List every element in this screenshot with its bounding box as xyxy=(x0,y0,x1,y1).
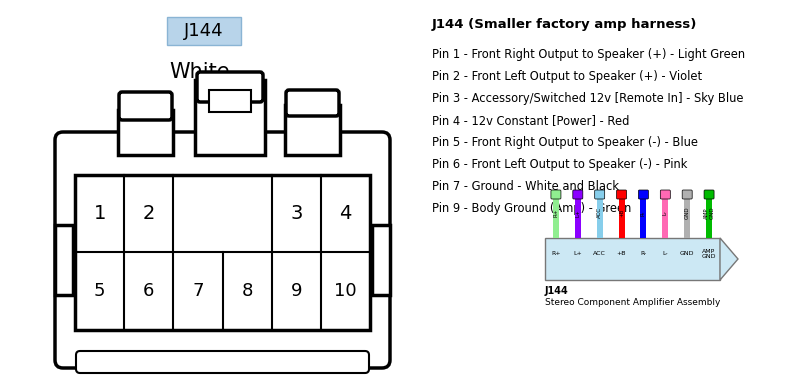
Text: Stereo Component Amplifier Assembly: Stereo Component Amplifier Assembly xyxy=(545,298,720,307)
FancyBboxPatch shape xyxy=(704,190,714,199)
FancyBboxPatch shape xyxy=(286,90,339,116)
Bar xyxy=(706,196,712,238)
Bar xyxy=(75,175,370,330)
Text: +B: +B xyxy=(617,252,626,257)
Text: L-: L- xyxy=(663,211,668,215)
Bar xyxy=(55,225,73,295)
Bar xyxy=(209,90,251,112)
Text: AMP
GND: AMP GND xyxy=(704,207,714,219)
Bar xyxy=(195,80,265,155)
FancyBboxPatch shape xyxy=(55,132,390,368)
Text: 9: 9 xyxy=(290,282,302,300)
FancyBboxPatch shape xyxy=(167,17,241,45)
Text: ACC: ACC xyxy=(594,252,606,257)
Text: AMP
GND: AMP GND xyxy=(702,248,716,259)
Text: Pin 2 - Front Left Output to Speaker (+) - Violet: Pin 2 - Front Left Output to Speaker (+)… xyxy=(432,70,702,83)
Text: White: White xyxy=(170,62,230,82)
Text: R-: R- xyxy=(641,210,646,216)
Text: +B: +B xyxy=(619,209,624,217)
Bar xyxy=(118,110,173,155)
Text: 7: 7 xyxy=(192,282,204,300)
Text: GND: GND xyxy=(680,252,694,257)
Text: Pin 5 - Front Right Output to Speaker (-) - Blue: Pin 5 - Front Right Output to Speaker (-… xyxy=(432,136,698,149)
Text: GND: GND xyxy=(685,207,690,219)
Text: Pin 1 - Front Right Output to Speaker (+) - Light Green: Pin 1 - Front Right Output to Speaker (+… xyxy=(432,48,745,61)
Bar xyxy=(285,105,340,155)
Text: L+: L+ xyxy=(575,209,580,217)
Bar xyxy=(618,196,625,238)
Text: J144: J144 xyxy=(184,22,224,40)
Bar xyxy=(553,196,559,238)
Text: L+: L+ xyxy=(574,252,582,257)
Polygon shape xyxy=(720,238,738,280)
Text: ACC: ACC xyxy=(597,207,602,218)
Bar xyxy=(575,196,581,238)
FancyBboxPatch shape xyxy=(638,190,649,199)
Text: 8: 8 xyxy=(242,282,253,300)
Text: 4: 4 xyxy=(339,204,352,223)
Text: Pin 7 - Ground - White and Black: Pin 7 - Ground - White and Black xyxy=(432,180,619,193)
Bar xyxy=(597,196,602,238)
FancyBboxPatch shape xyxy=(551,190,561,199)
Text: Pin 9 - Body Ground (Amp) - Green: Pin 9 - Body Ground (Amp) - Green xyxy=(432,202,631,215)
Text: 1: 1 xyxy=(94,204,106,223)
FancyBboxPatch shape xyxy=(76,351,369,373)
FancyBboxPatch shape xyxy=(594,190,605,199)
FancyBboxPatch shape xyxy=(660,190,670,199)
Text: 3: 3 xyxy=(290,204,302,223)
Text: Pin 4 - 12v Constant [Power] - Red: Pin 4 - 12v Constant [Power] - Red xyxy=(432,114,630,127)
Text: 5: 5 xyxy=(94,282,106,300)
Text: 6: 6 xyxy=(143,282,154,300)
Text: R+: R+ xyxy=(551,252,561,257)
FancyBboxPatch shape xyxy=(573,190,583,199)
Text: Pin 3 - Accessory/Switched 12v [Remote In] - Sky Blue: Pin 3 - Accessory/Switched 12v [Remote I… xyxy=(432,92,743,105)
FancyBboxPatch shape xyxy=(119,92,172,120)
Text: Pin 6 - Front Left Output to Speaker (-) - Pink: Pin 6 - Front Left Output to Speaker (-)… xyxy=(432,158,687,171)
Bar xyxy=(372,225,390,295)
Text: R-: R- xyxy=(640,252,646,257)
FancyBboxPatch shape xyxy=(197,72,263,102)
Text: 2: 2 xyxy=(142,204,155,223)
Text: J144: J144 xyxy=(545,286,569,296)
FancyBboxPatch shape xyxy=(682,190,692,199)
Text: L-: L- xyxy=(662,252,668,257)
Bar xyxy=(662,196,668,238)
Text: R+: R+ xyxy=(554,209,558,217)
Text: J144 (Smaller factory amp harness): J144 (Smaller factory amp harness) xyxy=(432,18,698,31)
Bar xyxy=(545,238,720,280)
FancyBboxPatch shape xyxy=(617,190,626,199)
Bar xyxy=(641,196,646,238)
Bar xyxy=(684,196,690,238)
Text: 10: 10 xyxy=(334,282,357,300)
